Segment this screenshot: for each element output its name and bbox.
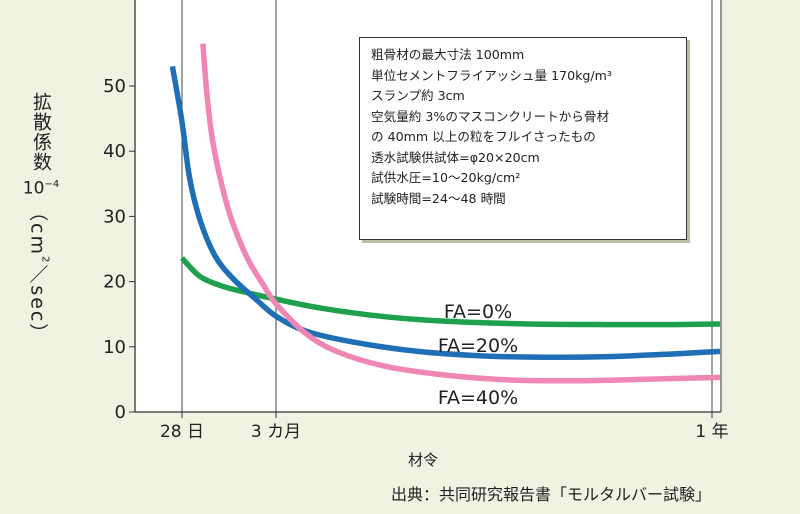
y-axis-unit: （cm2／sec） xyxy=(26,202,55,344)
note-line: 単位セメントフライアッシュ量 170kg/m³ xyxy=(371,67,612,83)
note-line: スランプ約 3cm xyxy=(371,88,465,103)
source-citation: 出典：共同研究報告書「モルタルバー試験」 xyxy=(391,485,712,504)
series-label: FA=20% xyxy=(438,335,518,357)
y-axis-unit-open: （ xyxy=(26,201,49,223)
series-label: FA=0% xyxy=(444,301,512,323)
x-tick-label: 1 年 xyxy=(695,422,728,442)
conditions-note: 粗骨材の最大寸法 100mm 単位セメントフライアッシュ量 170kg/m³ ス… xyxy=(359,37,687,240)
x-axis-label: 材令 xyxy=(408,451,439,469)
series-line-fa0 xyxy=(179,256,721,328)
series-line-fa40 xyxy=(200,43,721,384)
series-line-fa20 xyxy=(169,65,721,360)
y-tick-label: 30 xyxy=(103,206,126,227)
note-line: 試供水圧=10～20kg/cm² xyxy=(371,170,521,185)
y-axis-scale-exp: −4 xyxy=(44,179,60,190)
y-axis-unit-sec: sec xyxy=(26,285,49,324)
x-tick-label: 28 日 xyxy=(160,422,204,442)
note-line: の 40mm 以上の粒をフルイさったもの xyxy=(371,129,596,144)
y-tick-label: 40 xyxy=(103,141,126,162)
y-axis-label-main: 拡散係数 xyxy=(30,92,52,172)
y-tick-label: 50 xyxy=(103,76,126,97)
note-line: 粗骨材の最大寸法 100mm xyxy=(371,47,525,62)
y-ticks: 0 10 20 30 40 50 xyxy=(103,76,135,423)
series-group xyxy=(169,43,721,384)
y-axis-label: 拡散係数 10−4 （cm2／sec） xyxy=(18,92,64,344)
note-line: 空気量約 3%のマスコンクリートから骨材 xyxy=(371,108,610,124)
y-tick-label: 10 xyxy=(103,337,126,358)
y-axis-unit-cm-exp: 2 xyxy=(39,255,51,264)
y-axis-unit-cm: cm xyxy=(26,222,49,256)
note-line: 試験時間=24～48 時間 xyxy=(371,190,506,206)
axes xyxy=(134,0,722,413)
y-axis-unit-close: ） xyxy=(26,323,49,345)
x-ticks: 28 日 3 カ月 1 年 xyxy=(160,412,729,442)
series-labels: FA=0% FA=20% FA=40% xyxy=(438,301,518,409)
y-tick-label: 20 xyxy=(103,272,126,293)
series-label: FA=40% xyxy=(438,387,518,409)
x-tick-label: 3 カ月 xyxy=(251,422,301,442)
grid xyxy=(181,0,713,412)
y-tick-label: 0 xyxy=(115,402,126,423)
y-axis-scale-base: 10 xyxy=(22,178,45,199)
note-line: 透水試験供試体=φ20×20cm xyxy=(371,149,540,165)
y-axis-scale: 10−4 xyxy=(23,174,59,200)
y-axis-unit-slash: ／ xyxy=(26,264,49,285)
